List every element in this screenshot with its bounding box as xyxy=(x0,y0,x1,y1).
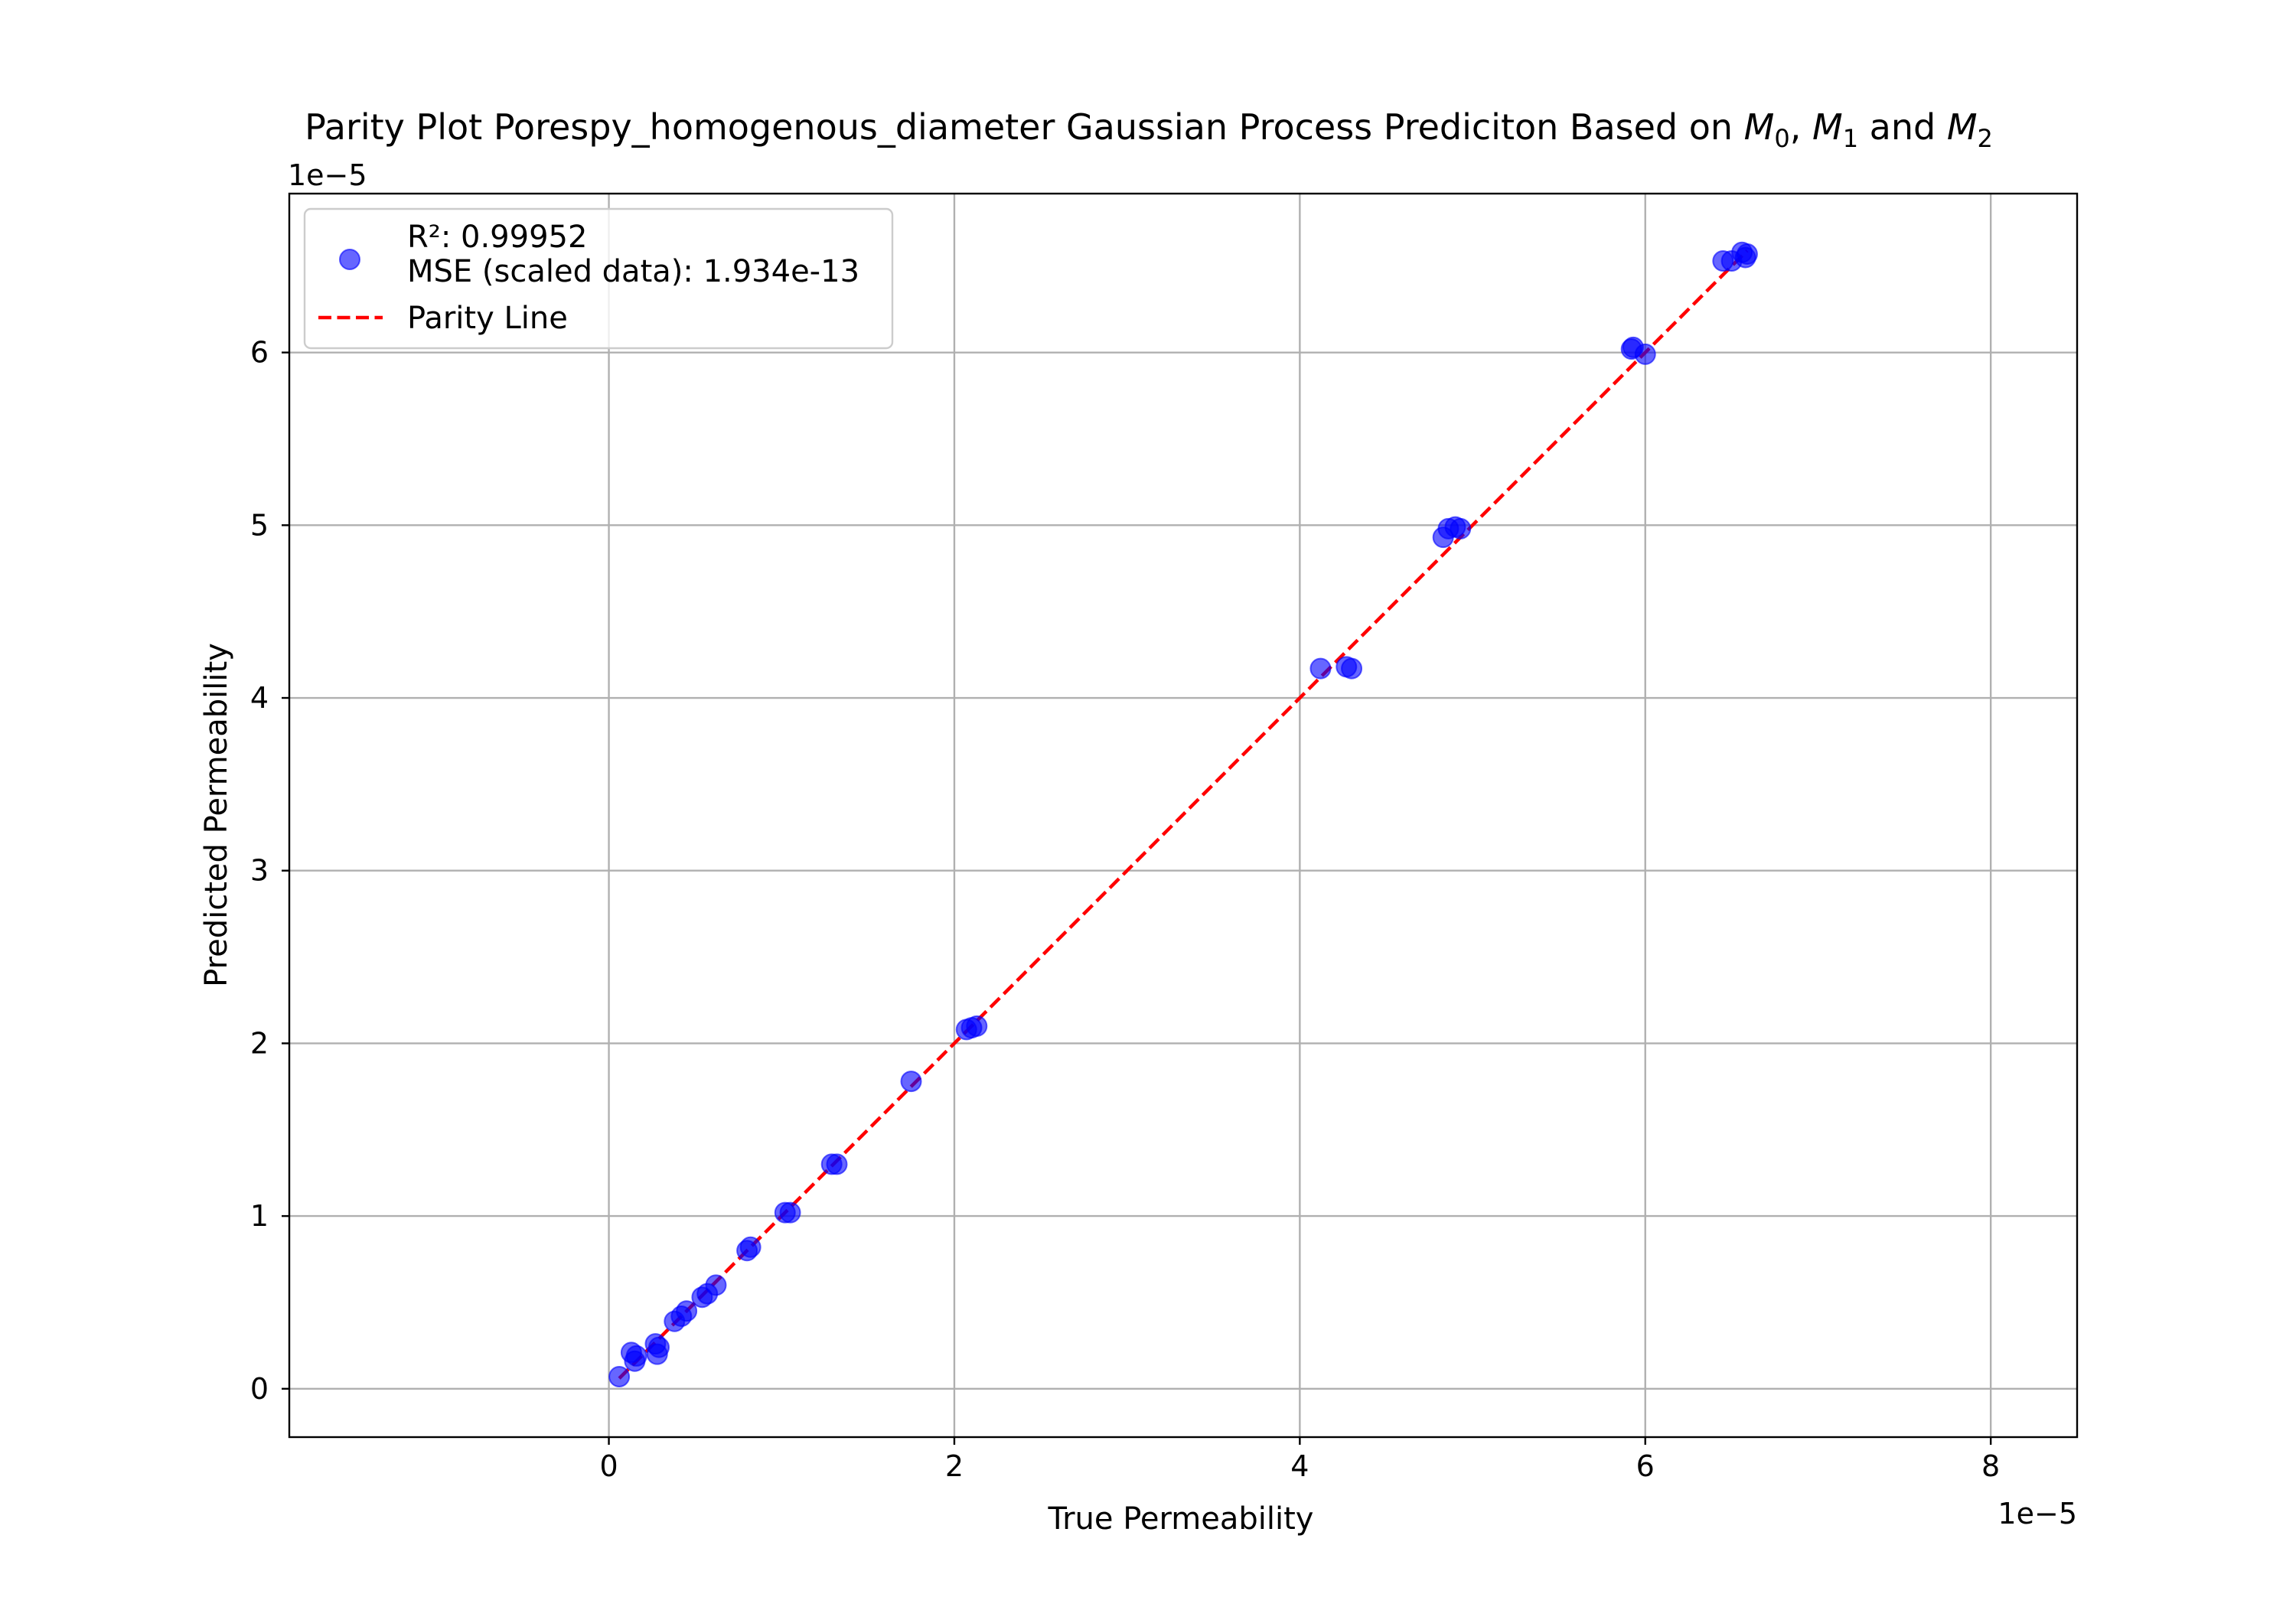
y-tick-label: 2 xyxy=(250,1026,269,1060)
title-separator: , xyxy=(1790,106,1812,148)
x-tick-label: 2 xyxy=(945,1449,964,1483)
y-tick-label: 5 xyxy=(250,508,269,542)
data-point xyxy=(625,1345,647,1367)
y-tick-label: 4 xyxy=(250,681,269,715)
data-point xyxy=(608,1366,631,1388)
data-point xyxy=(900,1071,922,1093)
legend-mse-line: MSE (scaled data): 1.934e-13 xyxy=(407,254,859,289)
moment-symbol-2: M xyxy=(1947,106,1978,148)
legend: R²: 0.99952 MSE (scaled data): 1.934e-13… xyxy=(303,207,894,350)
moment-symbol-1: M xyxy=(1812,106,1843,148)
data-point xyxy=(779,1201,801,1224)
grid xyxy=(289,194,2077,1437)
legend-box xyxy=(303,207,894,350)
x-axis-label: True Permeability xyxy=(1048,1501,1314,1537)
legend-label-predictions: R²: 0.99952 MSE (scaled data): 1.934e-13 xyxy=(407,220,859,289)
data-point xyxy=(826,1153,848,1175)
y-tick-label: 6 xyxy=(250,336,269,370)
y-tick-label: 0 xyxy=(250,1372,269,1406)
y-tick-label: 3 xyxy=(250,854,269,888)
chart-title: Parity Plot Porespy_homogenous_diameter … xyxy=(305,106,1993,153)
x-tick-label: 8 xyxy=(1981,1449,2000,1483)
legend-marker-predictions xyxy=(339,249,360,270)
axes-frame xyxy=(288,192,2079,1439)
data-point xyxy=(676,1300,698,1322)
x-tick-label: 4 xyxy=(1290,1449,1309,1483)
legend-label-parity-line: Parity Line xyxy=(407,301,568,336)
x-tick-label: 0 xyxy=(599,1449,618,1483)
x-tick-label: 6 xyxy=(1636,1449,1655,1483)
data-point xyxy=(739,1236,762,1258)
parity-line xyxy=(618,249,1749,1380)
data-point xyxy=(705,1274,727,1296)
moment-subscript-0: 0 xyxy=(1774,124,1789,153)
data-point xyxy=(1309,657,1332,680)
y-offset-text: 1e−5 xyxy=(288,158,367,192)
data-point xyxy=(1736,243,1758,265)
moment-subscript-2: 2 xyxy=(1978,124,1993,153)
data-point xyxy=(1450,517,1472,539)
moment-subscript-1: 1 xyxy=(1843,124,1858,153)
x-offset-text: 1e−5 xyxy=(1998,1497,2077,1530)
parity-line-layer xyxy=(618,249,1749,1380)
data-point xyxy=(966,1015,988,1037)
data-point xyxy=(647,1336,670,1358)
data-point xyxy=(1634,343,1656,365)
title-conjunction: and xyxy=(1858,106,1947,148)
axis-ticks: 0 2 4 6 8 0 1 2 3 4 5 6 xyxy=(250,336,2000,1483)
chart-title-prefix: Parity Plot Porespy_homogenous_diameter … xyxy=(305,106,1744,148)
y-tick-label: 1 xyxy=(250,1199,269,1233)
legend-r2-line: R²: 0.99952 xyxy=(407,220,587,255)
scatter-points xyxy=(608,241,1758,1388)
data-point xyxy=(1341,657,1363,680)
moment-symbol-0: M xyxy=(1744,106,1775,148)
y-axis-label: Predicted Permeability xyxy=(199,643,234,987)
